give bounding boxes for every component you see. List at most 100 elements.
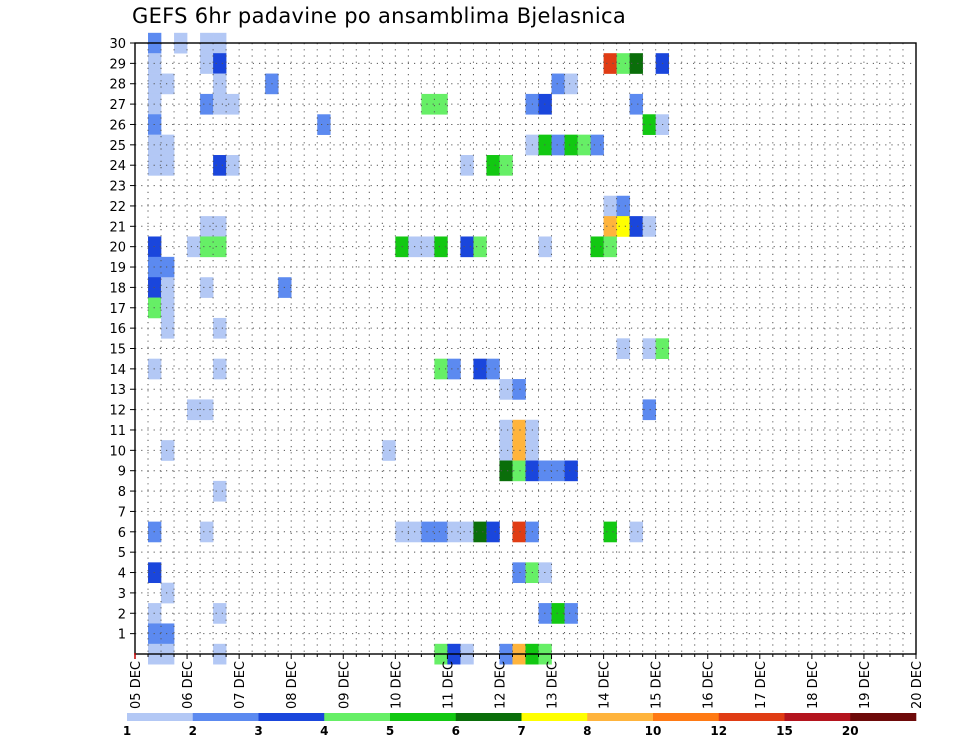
heatmap-cell xyxy=(499,460,513,482)
heatmap-cell xyxy=(161,317,175,339)
heatmap-cell xyxy=(213,53,227,74)
heatmap-cell xyxy=(603,236,617,258)
heatmap-cell xyxy=(642,399,656,421)
heatmap-cell xyxy=(200,236,214,258)
heatmap-cell xyxy=(499,440,513,461)
heatmap-cell xyxy=(161,623,175,645)
heatmap-cell xyxy=(226,155,240,176)
x-tick-label: 05 DEC xyxy=(129,661,144,709)
heatmap-cell xyxy=(200,93,214,115)
colorbar-swatch xyxy=(718,713,785,721)
colorbar-label: 8 xyxy=(583,724,591,738)
heatmap-cell xyxy=(213,93,227,115)
colorbar-swatch xyxy=(258,713,325,721)
x-tick-label: 10 DEC xyxy=(389,661,404,709)
heatmap-cell xyxy=(421,236,435,258)
plot-grid xyxy=(135,42,916,654)
x-tick-label: 20 DEC xyxy=(910,661,925,709)
heatmap-cell xyxy=(629,53,643,74)
heatmap-cell xyxy=(421,521,435,543)
heatmap-cell xyxy=(213,73,227,95)
heatmap-cell xyxy=(603,216,617,237)
colorbar-label: 20 xyxy=(842,724,859,738)
colorbar-swatch xyxy=(455,713,522,721)
y-tick-label: 28 xyxy=(109,78,126,93)
colorbar-swatch xyxy=(784,713,851,721)
heatmap-cell xyxy=(213,216,227,237)
heatmap-cell xyxy=(499,379,513,400)
x-axis-ticks: 05 DEC 06 DEC 07 DEC 08 DEC 09 DEC 10 DEC 11 D… xyxy=(129,653,925,709)
colorbar-legend: 1 2 3 4 5 6 7 8 10 12 15 20 xyxy=(123,713,917,738)
colorbar-swatch xyxy=(653,713,720,721)
heatmap-cell xyxy=(213,480,227,502)
heatmap-cell xyxy=(226,93,240,115)
heatmap-cell xyxy=(616,195,630,217)
y-tick-label: 29 xyxy=(109,57,126,72)
y-tick-label: 17 xyxy=(109,302,126,317)
x-tick-label: 08 DEC xyxy=(285,661,300,709)
x-tick-label: 13 DEC xyxy=(546,661,561,709)
heatmap-cell xyxy=(382,440,396,461)
heatmap-cell xyxy=(629,93,643,115)
y-tick-label: 19 xyxy=(109,261,126,276)
x-tick-label: 14 DEC xyxy=(598,661,613,709)
y-tick-label: 30 xyxy=(109,37,126,52)
colorbar-label: 1 xyxy=(123,724,131,738)
heatmap-cell xyxy=(161,155,175,176)
x-tick-label: 16 DEC xyxy=(702,661,717,709)
heatmap-cell xyxy=(603,53,617,74)
heatmap-cell xyxy=(551,460,565,482)
heatmap-cell xyxy=(512,562,526,584)
heatmap-cell xyxy=(213,603,227,624)
y-tick-label: 14 xyxy=(109,363,126,378)
y-tick-label: 2 xyxy=(118,607,126,622)
heatmap-cell xyxy=(434,521,448,543)
heatmap-cell xyxy=(603,521,617,543)
colorbar-swatch xyxy=(521,713,588,721)
heatmap-cell xyxy=(447,358,461,380)
heatmap-cell xyxy=(187,399,201,421)
heatmap-cell xyxy=(213,236,227,258)
heatmap-cell xyxy=(616,216,630,237)
heatmap-cell xyxy=(642,338,656,359)
heatmap-cell xyxy=(512,419,526,441)
x-tick-label: 15 DEC xyxy=(650,661,665,709)
y-tick-label: 23 xyxy=(109,180,126,195)
heatmap-cell xyxy=(590,134,604,156)
heatmap-cell xyxy=(512,521,526,543)
chart-title: GEFS 6hr padavine po ansamblima Bjelasni… xyxy=(132,4,627,28)
colorbar-swatch xyxy=(127,713,194,721)
heatmap-cell xyxy=(213,155,227,176)
heatmap-cell xyxy=(200,521,214,543)
y-tick-label: 15 xyxy=(109,343,126,358)
colorbar-swatch xyxy=(324,713,391,721)
heatmap-cell xyxy=(499,419,513,441)
heatmap-cell xyxy=(512,460,526,482)
heatmap-cell xyxy=(629,216,643,237)
heatmap-cell xyxy=(434,358,448,380)
heatmap-cell xyxy=(460,236,474,258)
heatmap-cell xyxy=(564,134,578,156)
heatmap-cell xyxy=(473,358,487,380)
y-tick-label: 25 xyxy=(109,139,126,154)
y-tick-label: 8 xyxy=(118,485,126,500)
heatmap-cell xyxy=(161,582,175,604)
heatmap-cell xyxy=(642,114,656,135)
heatmap-cell xyxy=(434,236,448,258)
x-tick-label: 17 DEC xyxy=(754,661,769,709)
x-tick-label: 09 DEC xyxy=(337,661,352,709)
heatmap-cell xyxy=(187,236,201,258)
x-tick-label: 11 DEC xyxy=(441,661,456,709)
colorbar-label: 3 xyxy=(254,724,262,738)
heatmap-cell xyxy=(551,603,565,624)
heatmap-cell xyxy=(161,134,175,156)
y-axis-ticks: 1234567891011121314151617181920212223242… xyxy=(109,37,135,643)
heatmap-cell xyxy=(486,521,500,543)
y-tick-label: 12 xyxy=(109,404,126,419)
heatmap-cell xyxy=(161,277,175,298)
heatmap-cell xyxy=(486,155,500,176)
heatmap-cell xyxy=(603,195,617,217)
y-tick-label: 13 xyxy=(109,383,126,398)
colorbar-swatch xyxy=(850,713,917,721)
y-tick-label: 27 xyxy=(109,98,126,113)
